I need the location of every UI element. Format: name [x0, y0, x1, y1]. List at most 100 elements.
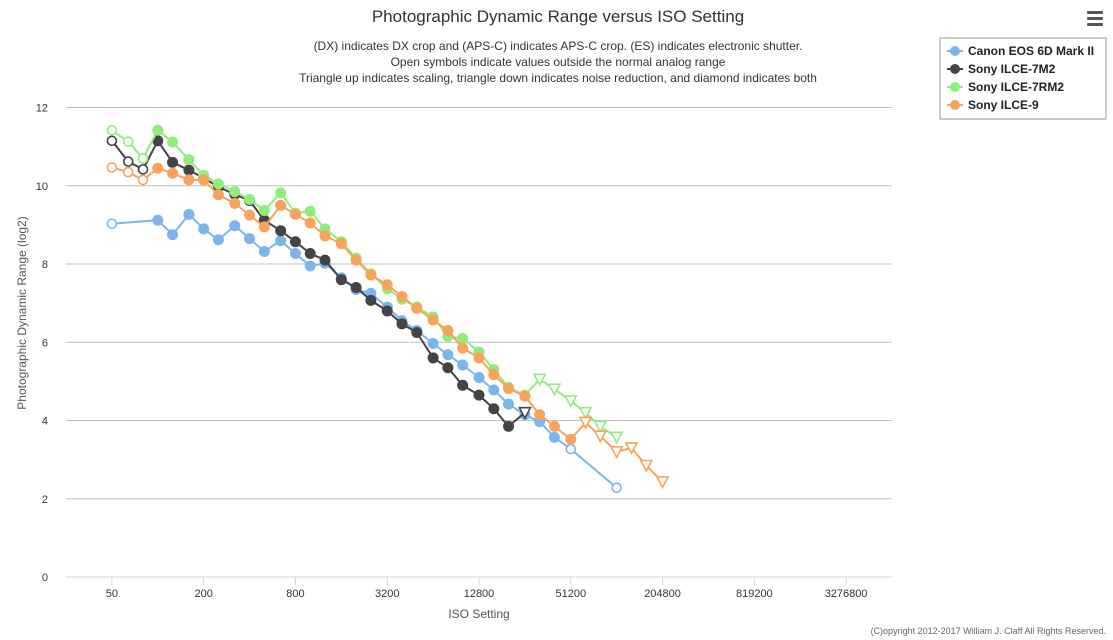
data-point[interactable]: [244, 233, 256, 245]
data-point-open[interactable]: [122, 136, 134, 147]
data-point-triangle-down[interactable]: [609, 431, 624, 445]
data-point-triangle-down[interactable]: [578, 416, 593, 430]
data-point[interactable]: [275, 235, 287, 247]
data-point[interactable]: [548, 431, 560, 443]
data-point[interactable]: [183, 164, 195, 176]
data-point[interactable]: [275, 225, 287, 237]
data-point[interactable]: [503, 398, 515, 410]
data-point-open[interactable]: [137, 153, 149, 164]
data-point[interactable]: [304, 205, 316, 217]
data-point[interactable]: [183, 208, 195, 220]
data-point[interactable]: [396, 318, 408, 330]
data-point[interactable]: [473, 389, 485, 401]
data-point[interactable]: [503, 420, 515, 432]
data-point[interactable]: [212, 234, 224, 246]
data-point[interactable]: [396, 291, 408, 303]
legend-item-4[interactable]: Sony ILCE-9: [947, 98, 1039, 112]
legend-item-3[interactable]: Sony ILCE-7RM2: [947, 80, 1064, 94]
data-point[interactable]: [335, 274, 347, 286]
data-point[interactable]: [167, 229, 179, 241]
data-point-triangle-down[interactable]: [593, 430, 608, 444]
data-point[interactable]: [152, 124, 164, 136]
data-point-open[interactable]: [122, 166, 134, 178]
data-point[interactable]: [488, 384, 500, 396]
legend-item-2[interactable]: Sony ILCE-7M2: [947, 62, 1056, 76]
data-point[interactable]: [488, 369, 500, 381]
data-point[interactable]: [350, 282, 362, 294]
data-point[interactable]: [167, 167, 179, 179]
legend-item-1[interactable]: Canon EOS 6D Mark II: [947, 44, 1094, 58]
data-point[interactable]: [229, 186, 241, 198]
data-point[interactable]: [534, 409, 546, 421]
data-point[interactable]: [304, 247, 316, 259]
data-point[interactable]: [258, 221, 270, 233]
data-point[interactable]: [488, 403, 500, 415]
data-point[interactable]: [212, 178, 224, 190]
data-point[interactable]: [427, 352, 439, 364]
data-point[interactable]: [304, 260, 316, 272]
data-point[interactable]: [198, 223, 210, 235]
hamburger-menu-icon[interactable]: [1087, 11, 1103, 26]
data-point[interactable]: [565, 433, 577, 445]
data-point[interactable]: [427, 314, 439, 326]
data-point[interactable]: [198, 174, 210, 186]
data-point[interactable]: [152, 135, 164, 147]
data-point-triangle-down[interactable]: [655, 476, 670, 490]
data-point[interactable]: [289, 208, 301, 220]
data-point-open[interactable]: [137, 164, 149, 175]
data-point[interactable]: [519, 390, 531, 402]
data-point[interactable]: [167, 156, 179, 168]
data-point[interactable]: [457, 342, 469, 354]
data-point-open[interactable]: [106, 162, 118, 173]
data-point[interactable]: [289, 236, 301, 248]
data-point[interactable]: [427, 337, 439, 349]
data-point-triangle-down[interactable]: [518, 406, 532, 420]
data-point[interactable]: [457, 332, 469, 344]
data-point[interactable]: [244, 209, 256, 221]
data-point[interactable]: [212, 189, 224, 201]
data-point[interactable]: [335, 238, 347, 250]
data-point[interactable]: [548, 420, 560, 432]
data-point-triangle-down[interactable]: [624, 442, 639, 456]
data-point[interactable]: [258, 246, 270, 258]
data-point[interactable]: [183, 154, 195, 166]
data-point-open[interactable]: [565, 443, 577, 455]
data-point-triangle-down[interactable]: [547, 383, 562, 397]
data-point-open[interactable]: [106, 135, 118, 147]
data-point-open[interactable]: [122, 156, 134, 167]
data-point[interactable]: [381, 305, 393, 317]
data-point[interactable]: [457, 359, 469, 371]
data-point[interactable]: [304, 217, 316, 229]
data-point[interactable]: [258, 204, 270, 216]
data-point[interactable]: [275, 199, 287, 211]
data-point[interactable]: [381, 279, 393, 291]
data-point[interactable]: [473, 352, 485, 364]
data-point[interactable]: [229, 220, 241, 232]
data-point[interactable]: [365, 269, 377, 281]
data-point-open[interactable]: [106, 124, 118, 136]
data-point[interactable]: [365, 294, 377, 306]
data-point-triangle-down[interactable]: [563, 395, 578, 409]
data-point[interactable]: [319, 254, 331, 266]
data-point[interactable]: [503, 382, 515, 394]
data-point[interactable]: [411, 327, 423, 338]
data-point[interactable]: [275, 187, 287, 199]
data-point[interactable]: [350, 254, 362, 266]
data-point[interactable]: [152, 214, 164, 226]
data-point[interactable]: [473, 371, 485, 383]
data-point[interactable]: [442, 362, 454, 374]
data-point-triangle-down[interactable]: [639, 459, 654, 473]
data-point-triangle-down[interactable]: [578, 406, 593, 420]
data-point-open[interactable]: [106, 218, 118, 230]
data-point[interactable]: [442, 325, 454, 337]
data-point[interactable]: [152, 162, 164, 174]
data-point-triangle-down[interactable]: [532, 373, 547, 387]
data-point[interactable]: [167, 136, 179, 148]
data-point[interactable]: [457, 379, 469, 391]
data-point-open[interactable]: [137, 174, 149, 186]
data-point-triangle-down[interactable]: [609, 446, 624, 460]
data-point[interactable]: [319, 230, 331, 242]
data-point[interactable]: [442, 349, 454, 361]
data-point[interactable]: [411, 302, 423, 314]
data-point-open[interactable]: [611, 482, 622, 494]
